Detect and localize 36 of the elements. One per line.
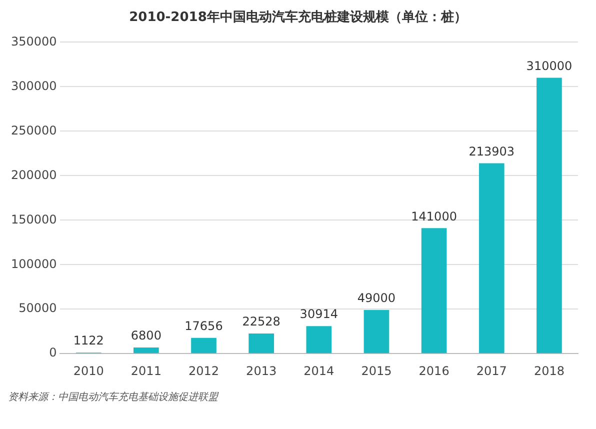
y-tick-label: 0 [49, 346, 57, 360]
y-tick-label: 200000 [10, 168, 57, 182]
text: 资料来源：中国电动汽车充电基础设施促进联盟 [8, 390, 220, 404]
chart-title: 2010-2018年中国电动汽车充电桩建设规模（单位：桩） [128, 8, 468, 26]
data-label: 30914 [300, 307, 338, 322]
data-label: 141000 [411, 209, 457, 224]
x-tick-label: 2011 [130, 364, 162, 378]
x-tick-label: 2013 [246, 364, 277, 378]
y-tick-label: 250000 [10, 123, 57, 138]
x-tick-label: 2015 [361, 364, 392, 378]
x-tick-label: 2010 [73, 364, 104, 378]
x-tick-label: 2012 [188, 364, 220, 378]
data-label: 1122 [73, 334, 104, 348]
data-label: 49000 [357, 291, 396, 306]
bar [478, 163, 504, 354]
x-tick-label: 2016 [418, 364, 450, 378]
data-label: 22528 [242, 314, 280, 329]
bar [364, 310, 390, 354]
data-label: 6800 [130, 328, 162, 343]
y-tick-label: 350000 [10, 34, 57, 48]
y-tick-label: 50000 [18, 301, 57, 316]
bar [248, 334, 274, 354]
y-tick-label: 100000 [10, 256, 57, 271]
bar [536, 78, 562, 354]
data-label: 310000 [526, 58, 572, 73]
x-tick-label: 2018 [534, 364, 564, 378]
data-label: 213903 [468, 144, 515, 158]
x-tick-label: 2017 [476, 364, 507, 378]
bar [134, 348, 159, 354]
bar [191, 338, 216, 354]
y-tick-label: 150000 [10, 212, 57, 226]
bar [306, 326, 332, 354]
x-tick-label: 2014 [304, 364, 334, 378]
data-label: 17656 [184, 319, 223, 334]
bar [421, 228, 447, 354]
y-tick-label: 300000 [10, 78, 57, 93]
